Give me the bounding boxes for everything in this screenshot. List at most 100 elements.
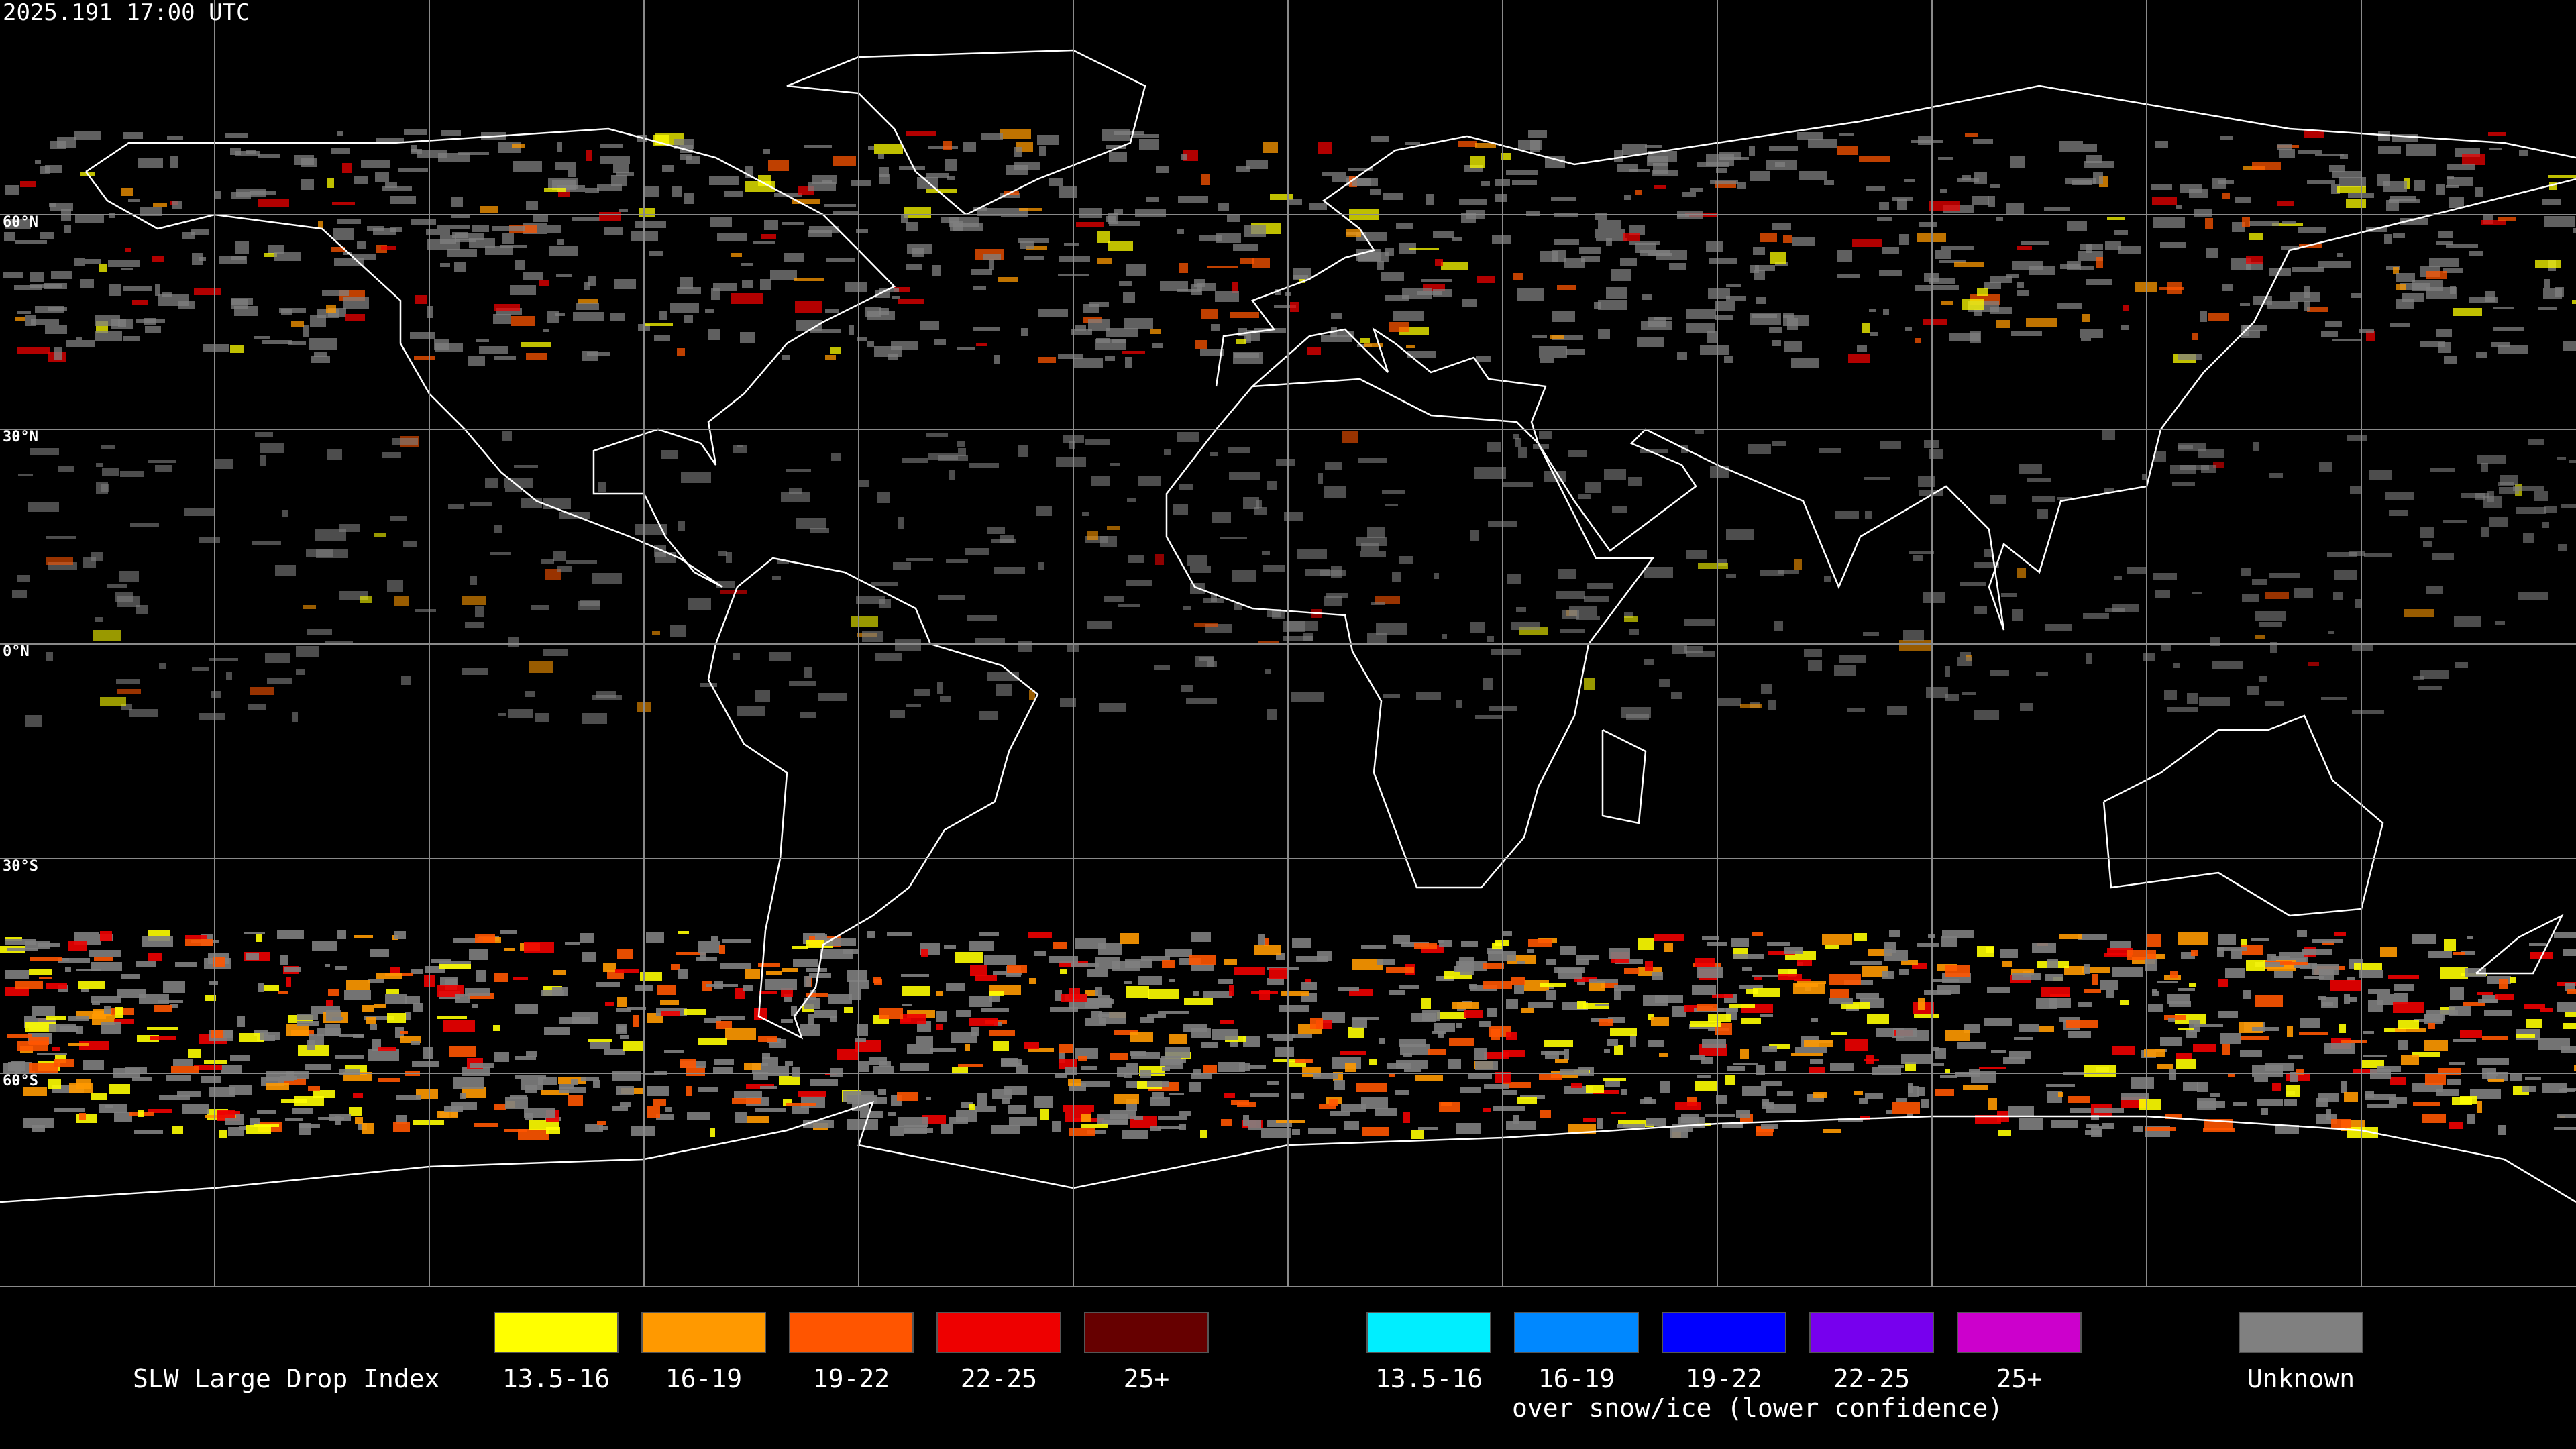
cloud-pixel (1114, 209, 1123, 215)
cloud-pixel (1236, 339, 1246, 344)
cloud-pixel (121, 974, 140, 979)
cloud-pixel (660, 1000, 679, 1005)
cloud-pixel (370, 1024, 377, 1030)
cloud-pixel (1131, 1052, 1160, 1059)
cloud-pixel (1506, 1032, 1517, 1040)
cloud-pixel (1310, 1018, 1323, 1029)
cloud-pixel (257, 1110, 276, 1114)
cloud-pixel (1503, 1050, 1525, 1057)
cloud-pixel (541, 1090, 569, 1095)
cloud-pixel (521, 342, 551, 347)
cloud-pixel (327, 178, 334, 188)
cloud-pixel (1258, 934, 1265, 945)
cloud-pixel (108, 260, 140, 267)
cloud-pixel (1476, 356, 1491, 362)
cloud-pixel (996, 684, 1012, 696)
cloud-pixel (633, 1015, 639, 1027)
cloud-pixel (2240, 303, 2250, 306)
cloud-pixel (1866, 186, 1885, 191)
cloud-pixel (1859, 156, 1890, 162)
cloud-pixel (2540, 1008, 2553, 1012)
cloud-pixel (643, 186, 659, 197)
cloud-pixel (2436, 1089, 2459, 1096)
cloud-pixel (945, 159, 957, 171)
cloud-pixel (2114, 230, 2128, 235)
cloud-pixel (987, 527, 1005, 534)
cloud-pixel (474, 1123, 498, 1127)
cloud-pixel (708, 329, 720, 340)
cloud-pixel (2449, 1122, 2463, 1129)
cloud-pixel (1069, 1128, 1095, 1136)
cloud-pixel (894, 287, 910, 292)
cloud-pixel (706, 984, 738, 987)
cloud-pixel (465, 622, 484, 628)
cloud-pixel (2477, 992, 2493, 995)
cloud-pixel (17, 575, 30, 582)
cloud-pixel (159, 1095, 190, 1100)
cloud-pixel (544, 188, 566, 192)
cloud-pixel (1778, 974, 1802, 980)
cloud-pixel (1236, 166, 1250, 172)
cloud-pixel (993, 1041, 1009, 1051)
cloud-pixel (2378, 146, 2401, 154)
cloud-pixel (107, 584, 127, 588)
cloud-pixel (2398, 1040, 2408, 1050)
cloud-pixel (1459, 957, 1474, 967)
cloud-pixel (83, 1060, 104, 1070)
cloud-pixel (1709, 258, 1737, 264)
cloud-pixel (1784, 341, 1802, 352)
cloud-pixel (2154, 451, 2166, 462)
cloud-pixel (1352, 959, 1383, 970)
cloud-pixel (617, 949, 633, 959)
cloud-pixel (1550, 335, 1564, 339)
cloud-pixel (1768, 700, 1776, 710)
cloud-pixel (2524, 1004, 2545, 1009)
cloud-pixel (23, 1087, 47, 1096)
cloud-pixel (279, 308, 306, 313)
cloud-pixel (1919, 490, 1943, 496)
cloud-pixel (2420, 341, 2445, 347)
cloud-pixel (1212, 512, 1231, 523)
cloud-pixel (2006, 274, 2019, 278)
cloud-pixel (2242, 217, 2250, 227)
cloud-pixel (280, 1076, 297, 1080)
cloud-pixel (1122, 1130, 1148, 1139)
cloud-pixel (307, 1040, 315, 1050)
cloud-pixel (726, 552, 732, 563)
cloud-pixel (1063, 1105, 1094, 1112)
cloud-pixel (998, 277, 1018, 282)
cloud-pixel (1102, 1120, 1128, 1124)
cloud-pixel (239, 1033, 264, 1042)
cloud-pixel (1085, 1018, 1106, 1026)
cloud-pixel (215, 459, 233, 469)
cloud-pixel (192, 253, 203, 265)
cloud-pixel (1396, 223, 1413, 229)
cloud-pixel (46, 536, 76, 539)
cloud-pixel (857, 1024, 868, 1036)
cloud-pixel (192, 667, 209, 671)
cloud-pixel (284, 967, 301, 972)
cloud-pixel (1945, 666, 1950, 677)
cloud-pixel (494, 304, 520, 311)
cloud-pixel (55, 1055, 66, 1063)
cloud-pixel (101, 445, 115, 449)
cloud-pixel (1955, 1072, 1980, 1077)
cloud-pixel (1200, 1130, 1207, 1138)
cloud-pixel (1399, 556, 1413, 564)
cloud-pixel (1469, 984, 1477, 989)
cloud-pixel (1682, 192, 1696, 197)
cloud-pixel (1495, 194, 1507, 202)
cloud-pixel (2296, 1069, 2304, 1075)
cloud-pixel (1065, 1067, 1077, 1075)
legend-title: SLW Large Drop Index (133, 1364, 440, 1393)
cloud-pixel (646, 932, 664, 943)
cloud-pixel (623, 1041, 644, 1051)
cloud-pixel (1748, 444, 1771, 454)
cloud-pixel (2045, 974, 2063, 981)
cloud-pixel (777, 560, 789, 564)
cloud-pixel (793, 959, 818, 967)
cloud-pixel (755, 690, 770, 702)
cloud-pixel (1148, 989, 1179, 999)
cloud-pixel (2544, 216, 2575, 227)
cloud-pixel (1370, 189, 1381, 195)
